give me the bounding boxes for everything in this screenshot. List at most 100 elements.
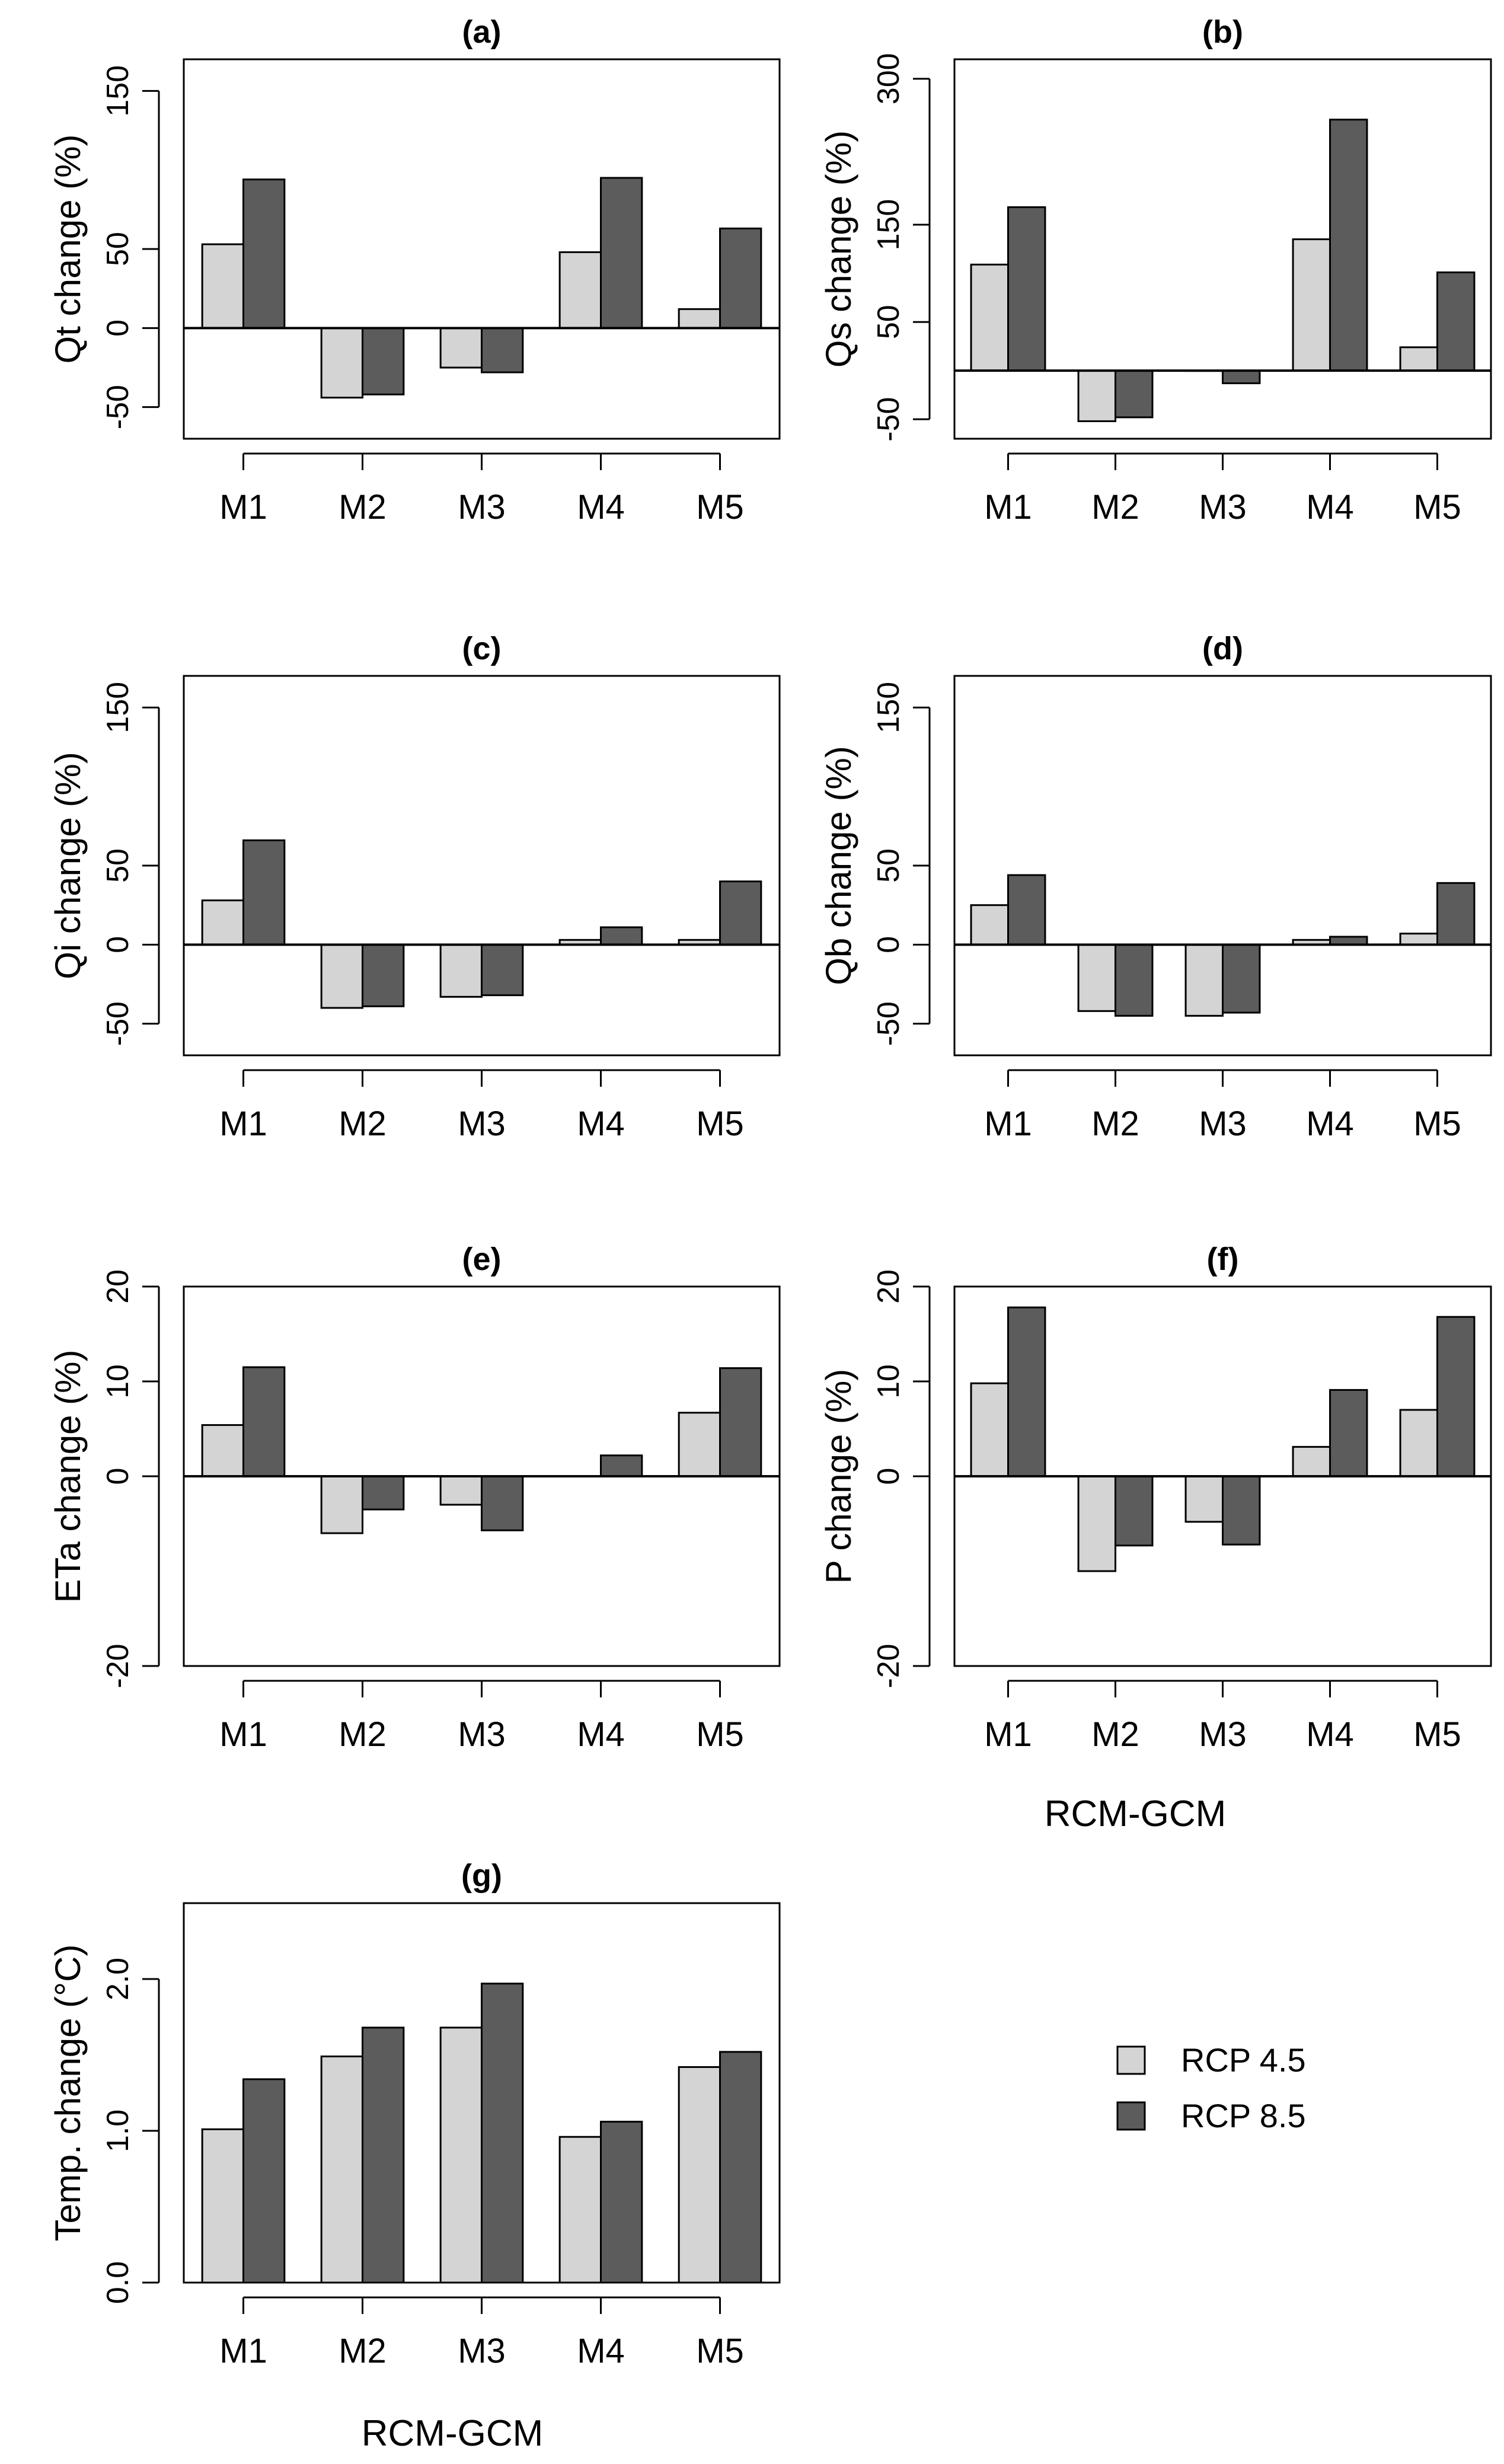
legend-swatch-rcp85 — [1116, 2101, 1146, 2131]
x-tick-label: M2 — [1091, 488, 1139, 526]
bar-rcp85 — [242, 1366, 286, 1477]
bar-rcp45 — [1077, 369, 1117, 422]
bar-rcp85 — [1329, 119, 1368, 372]
bar-rcp45 — [970, 263, 1010, 372]
x-tick-label: M3 — [458, 488, 506, 526]
bar-rcp85 — [481, 1475, 524, 1531]
bar-rcp85 — [362, 2026, 405, 2284]
x-tick-label: M5 — [1413, 488, 1461, 526]
bar-rcp45 — [439, 327, 483, 369]
panel-c: (c) -50 0 50 150 Qi change (%) M1 M2 M3 M4 M5 — [48, 631, 781, 1143]
y-tick-label: 50 — [101, 848, 135, 883]
y-tick-label: 150 — [871, 199, 906, 251]
panel-title: (a) — [462, 14, 502, 50]
x-tick-label: M2 — [1091, 1105, 1139, 1143]
x-tick-label: M4 — [1306, 1715, 1354, 1754]
y-axis-title: Temp. change (°C) — [48, 1945, 88, 2242]
plot-frame — [183, 58, 781, 440]
panel-title: (b) — [1202, 14, 1243, 50]
y-tick-label: 0 — [871, 1468, 906, 1485]
bar-rcp85 — [1115, 369, 1154, 419]
panel-title: (c) — [462, 631, 502, 666]
bar-rcp45 — [439, 943, 483, 998]
y-tick-label: 10 — [871, 1364, 906, 1399]
bar-rcp85 — [1329, 1389, 1368, 1477]
y-tick-label: 10 — [101, 1364, 135, 1399]
bar-rcp45 — [1292, 1445, 1331, 1477]
bar-rcp45 — [439, 2026, 483, 2284]
bar-rcp45 — [320, 1475, 364, 1534]
bar-rcp85 — [719, 880, 762, 946]
bar-rcp85 — [1115, 1475, 1154, 1547]
x-tick-label: M1 — [984, 488, 1032, 526]
x-tick-label: M1 — [219, 1105, 267, 1143]
x-tick-label: M4 — [1306, 488, 1354, 526]
y-tick-label: -50 — [871, 397, 906, 442]
bar-rcp45 — [1077, 1475, 1117, 1572]
x-tick-label: M4 — [577, 1105, 625, 1143]
y-axis-title: P change (%) — [819, 1369, 858, 1584]
y-tick-label: 20 — [871, 1269, 906, 1304]
plot-frame — [953, 58, 1492, 440]
y-tick-label: 1.0 — [101, 2109, 135, 2152]
bar-rcp45 — [201, 2128, 244, 2284]
bar-rcp45 — [1399, 933, 1438, 946]
panel-title: (f) — [1207, 1241, 1239, 1277]
bar-rcp45 — [1399, 1409, 1438, 1477]
bar-rcp45 — [1399, 346, 1438, 372]
x-axis-label-bottom: RCM-GCM — [362, 2413, 544, 2454]
bar-rcp45 — [1184, 943, 1224, 1017]
y-tick-label: -50 — [101, 1001, 135, 1046]
x-tick-label: M2 — [339, 488, 387, 526]
x-tick-label: M2 — [339, 1715, 387, 1754]
panel-title: (d) — [1202, 631, 1243, 666]
y-axis-title: ETa change (%) — [48, 1350, 88, 1603]
panel-e: (e) -20 0 10 20 ETa change (%) M1 M2 M3 M4 M5 — [48, 1241, 781, 1754]
bar-rcp85 — [719, 2051, 762, 2284]
bar-rcp85 — [1115, 943, 1154, 1017]
bar-rcp45 — [678, 308, 721, 329]
x-tick-label: M4 — [1306, 1105, 1354, 1143]
x-tick-label: M2 — [1091, 1715, 1139, 1754]
y-tick-label: 0.0 — [101, 2261, 135, 2304]
x-tick-label: M3 — [458, 2332, 506, 2370]
x-tick-label: M4 — [577, 2332, 625, 2370]
bar-rcp85 — [242, 178, 286, 329]
bar-rcp45 — [201, 243, 244, 329]
x-tick-label: M3 — [458, 1105, 506, 1143]
x-tick-label: M2 — [339, 2332, 387, 2370]
y-tick-label: 50 — [871, 848, 906, 883]
bar-rcp45 — [970, 904, 1010, 946]
y-tick-label: 2.0 — [101, 1958, 135, 2000]
x-tick-label: M1 — [219, 2332, 267, 2370]
bar-rcp45 — [201, 1424, 244, 1477]
bar-rcp85 — [481, 327, 524, 374]
bar-rcp85 — [481, 1983, 524, 2284]
x-tick-label: M5 — [1413, 1715, 1461, 1754]
x-tick-label: M5 — [696, 1105, 744, 1143]
bar-rcp85 — [719, 227, 762, 329]
panel-title: (e) — [462, 1241, 502, 1277]
y-tick-label: 0 — [101, 1468, 135, 1485]
bar-rcp45 — [558, 2136, 602, 2284]
bar-rcp45 — [1184, 1475, 1224, 1523]
bar-rcp85 — [1222, 369, 1261, 384]
y-axis-title: Qt change (%) — [48, 135, 88, 364]
y-tick-label: 50 — [871, 305, 906, 339]
panel-d: (d) -50 0 50 150 Qb change (%) M1 M2 M3 M4 M5 — [819, 631, 1492, 1143]
y-tick-label: -20 — [101, 1643, 135, 1688]
bar-rcp85 — [1436, 271, 1476, 372]
x-tick-label: M4 — [577, 1715, 625, 1754]
panels: (a) -50 0 50 150 Qt change (%) M1 M2 M3 M4 M5 (b) -5… — [48, 14, 1492, 2370]
bar-rcp85 — [481, 943, 524, 997]
panel-title: (g) — [461, 1858, 502, 1894]
x-tick-label: M5 — [1413, 1105, 1461, 1143]
x-tick-label: M1 — [219, 488, 267, 526]
bar-rcp45 — [201, 899, 244, 946]
x-tick-label: M4 — [577, 488, 625, 526]
x-tick-label: M2 — [339, 1105, 387, 1143]
y-tick-label: 50 — [101, 232, 135, 266]
y-axis-title: Qs change (%) — [819, 130, 858, 368]
